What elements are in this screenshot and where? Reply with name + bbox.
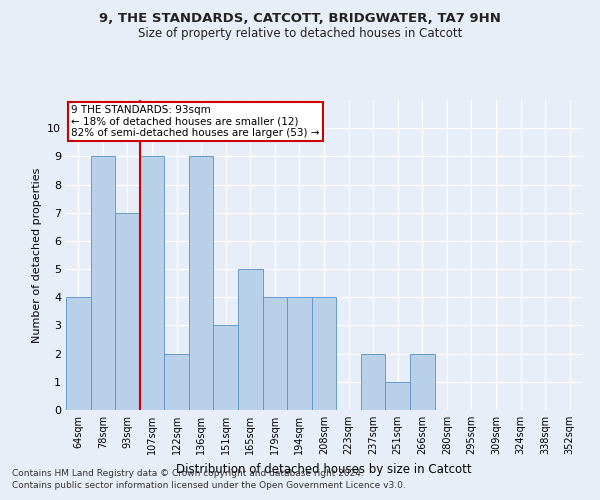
Bar [238, 269, 263, 410]
Bar [287, 298, 312, 410]
Bar [140, 156, 164, 410]
Bar [312, 298, 336, 410]
Text: Size of property relative to detached houses in Catcott: Size of property relative to detached ho… [138, 28, 462, 40]
Bar [189, 156, 214, 410]
Bar [164, 354, 189, 410]
Text: Contains HM Land Registry data © Crown copyright and database right 2024.: Contains HM Land Registry data © Crown c… [12, 468, 364, 477]
Bar [214, 326, 238, 410]
Bar [410, 354, 434, 410]
Text: Contains public sector information licensed under the Open Government Licence v3: Contains public sector information licen… [12, 481, 406, 490]
Bar [91, 156, 115, 410]
X-axis label: Distribution of detached houses by size in Catcott: Distribution of detached houses by size … [176, 462, 472, 475]
Bar [263, 298, 287, 410]
Bar [66, 298, 91, 410]
Bar [385, 382, 410, 410]
Bar [115, 212, 140, 410]
Text: 9, THE STANDARDS, CATCOTT, BRIDGWATER, TA7 9HN: 9, THE STANDARDS, CATCOTT, BRIDGWATER, T… [99, 12, 501, 26]
Bar [361, 354, 385, 410]
Text: 9 THE STANDARDS: 93sqm
← 18% of detached houses are smaller (12)
82% of semi-det: 9 THE STANDARDS: 93sqm ← 18% of detached… [71, 104, 320, 138]
Y-axis label: Number of detached properties: Number of detached properties [32, 168, 41, 342]
